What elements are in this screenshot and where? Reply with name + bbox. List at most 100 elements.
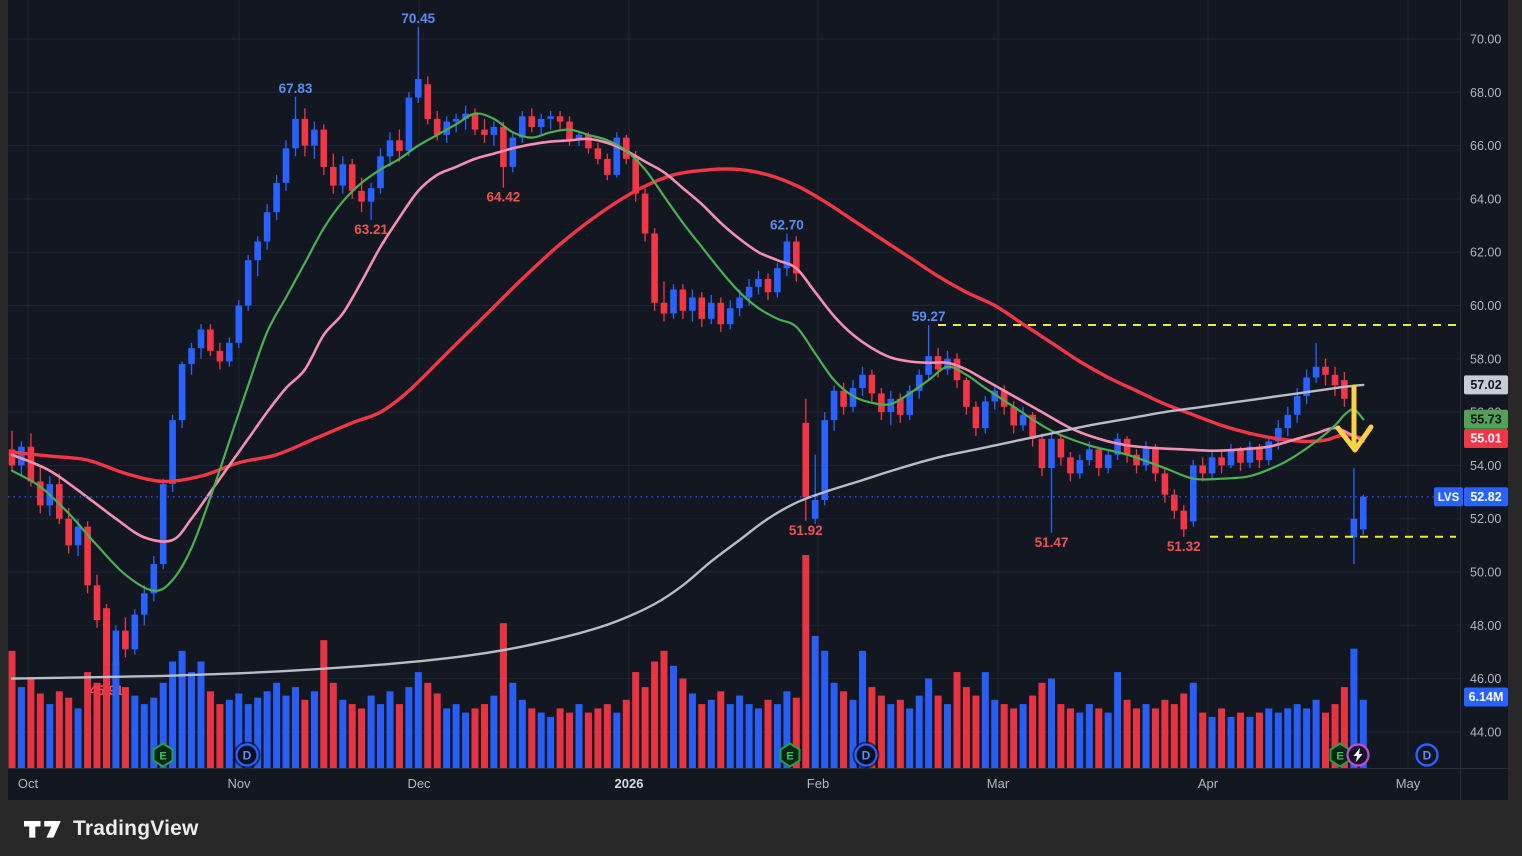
volume-bar xyxy=(1151,708,1159,768)
candle-body xyxy=(698,297,706,319)
price-axis-tick: 66.00 xyxy=(1470,139,1501,153)
volume-bar xyxy=(481,704,488,768)
candle xyxy=(528,108,536,133)
chart-panel[interactable]: 45.9170.4567.8362.7059.2763.2164.4251.92… xyxy=(8,0,1508,800)
candle-body xyxy=(226,342,233,362)
axis-price-badge: LVS 52.82 xyxy=(1434,487,1508,507)
volume-bar xyxy=(1076,712,1084,768)
candle-body xyxy=(56,484,63,519)
candle-body xyxy=(585,134,592,149)
candle xyxy=(471,108,479,135)
candle-body xyxy=(348,164,356,191)
volume-bar xyxy=(405,687,413,768)
candle xyxy=(320,124,328,175)
candle-body xyxy=(1019,414,1027,426)
volume-bar xyxy=(386,691,394,768)
candle xyxy=(178,361,186,429)
candle xyxy=(1152,444,1159,482)
candle xyxy=(670,284,677,319)
candle-body xyxy=(141,593,148,615)
candle-body xyxy=(1142,446,1150,466)
volume-bar xyxy=(1218,708,1226,768)
volume-bar xyxy=(150,697,158,768)
candle-body xyxy=(74,526,82,546)
volume-bar xyxy=(821,650,829,768)
candle-body xyxy=(1312,366,1320,378)
volume-bar xyxy=(877,695,885,768)
candle xyxy=(1331,366,1339,397)
candle-body xyxy=(887,398,895,413)
volume-bar xyxy=(1038,682,1046,768)
candle xyxy=(1029,412,1036,447)
tradingview-logo-icon[interactable] xyxy=(24,816,62,842)
tradingview-logo-text[interactable]: TradingView xyxy=(73,817,199,840)
dividend-icon[interactable]: D xyxy=(852,741,880,769)
price-annotation: 51.32 xyxy=(1167,539,1201,554)
candle-body xyxy=(726,308,734,325)
volume-bar xyxy=(632,672,640,768)
time-axis-label: May xyxy=(1396,776,1421,791)
candle-body xyxy=(660,302,668,314)
volume-bar xyxy=(953,672,961,768)
candle-body xyxy=(1284,414,1292,429)
candle-body xyxy=(150,564,158,594)
candle xyxy=(1265,436,1273,466)
candle xyxy=(244,254,252,311)
volume-bar xyxy=(849,699,857,768)
volume-bar xyxy=(367,695,375,768)
candle xyxy=(547,111,554,130)
price-chart-canvas[interactable]: 45.9170.4567.8362.7059.2763.2164.4251.92… xyxy=(8,0,1508,800)
candle xyxy=(859,366,866,397)
volume-bar xyxy=(1303,708,1311,768)
price-axis[interactable]: 70.0068.0066.0064.0062.0060.0058.0056.00… xyxy=(1470,33,1501,740)
candle-body xyxy=(37,481,44,506)
candle xyxy=(726,300,734,330)
volume-bar xyxy=(1189,682,1197,768)
candle-body xyxy=(651,233,658,303)
volume-bar xyxy=(641,687,649,768)
axis-price-badge: 57.02 xyxy=(1464,375,1508,395)
candle xyxy=(868,369,876,402)
down-arrow-head[interactable] xyxy=(1335,424,1374,453)
candle-body xyxy=(339,164,347,186)
volume-bar xyxy=(462,712,470,768)
volume-bar xyxy=(1227,716,1235,768)
candle xyxy=(811,454,819,524)
candle-body xyxy=(793,241,800,274)
volume-bar xyxy=(972,695,980,768)
ma-layer xyxy=(10,112,1365,680)
volume-bar xyxy=(424,682,432,768)
volume-bar xyxy=(679,678,687,768)
candle-body xyxy=(878,393,885,413)
earnings-icon[interactable]: E xyxy=(152,742,174,768)
volume-bar xyxy=(433,693,441,768)
candle-body xyxy=(1133,454,1140,466)
flash-icon[interactable] xyxy=(1346,743,1370,767)
candle-body xyxy=(1227,449,1235,466)
candle xyxy=(1303,369,1310,405)
symbol-badge-text: LVS xyxy=(1438,492,1460,504)
volume-bar xyxy=(27,678,35,768)
volume-bar xyxy=(348,704,356,768)
dividend-icon[interactable]: D xyxy=(233,741,261,769)
svg-text:D: D xyxy=(243,749,252,763)
volume-bar xyxy=(868,687,876,768)
candle-body xyxy=(925,356,932,375)
volume-bar xyxy=(859,650,866,768)
candle xyxy=(755,270,762,295)
badge-value-text: 55.01 xyxy=(1470,432,1501,446)
volume-bar xyxy=(915,695,923,768)
candle xyxy=(207,324,214,357)
candle-body xyxy=(263,212,271,242)
candle xyxy=(679,284,687,319)
candle xyxy=(292,96,299,157)
candle-body xyxy=(235,305,243,343)
candle-body xyxy=(433,118,441,135)
candle-body xyxy=(311,129,318,146)
earnings-icon[interactable]: E xyxy=(779,742,801,768)
volume-bar xyxy=(537,712,545,768)
dividend-outline-icon[interactable]: D xyxy=(1415,743,1439,767)
candle-body xyxy=(1256,446,1263,461)
candle-body xyxy=(1171,494,1178,511)
time-axis[interactable]: Oct Nov Dec 2026 Feb Mar Apr May xyxy=(18,776,1421,791)
